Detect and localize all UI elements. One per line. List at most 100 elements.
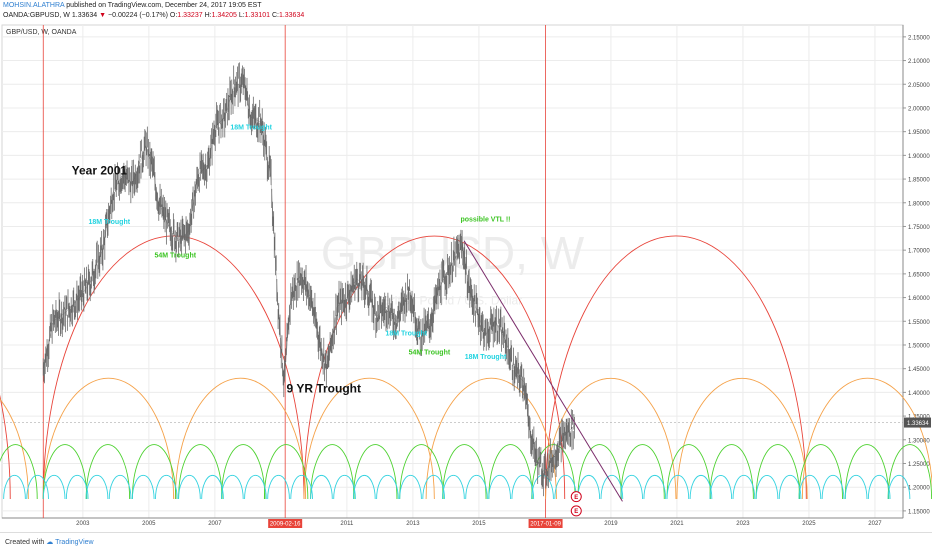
annotation-label: Year 2001 <box>72 163 128 177</box>
time-highlight-badge <box>528 519 563 528</box>
high-value: 1.34205 <box>211 12 237 19</box>
footer-bar: Created with ☁ TradingView <box>0 532 932 551</box>
cycle-arc-9m <box>26 474 49 500</box>
low-label: L: <box>238 12 245 19</box>
cycle-arc-9m <box>399 474 422 500</box>
cycle-arc-18m <box>666 444 711 500</box>
cycle-arc-9m <box>267 474 290 500</box>
event-flag-icon[interactable] <box>570 505 582 517</box>
chart-header: MOHSIN.ALATHRA published on TradingView.… <box>0 0 932 22</box>
time-highlight-badge <box>268 519 303 528</box>
cycle-arc-9m <box>353 475 376 500</box>
time-tick-label: 2019 <box>604 521 618 527</box>
price-tick-label: 2.00000 <box>908 106 930 112</box>
price-tick-label: 1.55000 <box>908 320 930 326</box>
cycle-arc-9m <box>755 475 779 500</box>
price-chart[interactable]: 2.15000 2.10000 2.05000 2.00000 1.95000 1.900… <box>0 22 932 532</box>
last-price-badge <box>904 417 931 428</box>
annotation-label: 54M Trought <box>154 252 196 259</box>
cycle-arc-9m <box>3 474 26 500</box>
last-price: 1.33634 <box>71 12 98 19</box>
high-label: H: <box>204 12 212 19</box>
cycle-arc-18m <box>353 444 398 500</box>
cycle-arc-9m <box>178 475 201 500</box>
time-tick-label: 2015 <box>472 521 486 527</box>
cycle-arc-9m <box>666 475 690 500</box>
annotation-label: 18M Trought <box>88 219 130 226</box>
cycle-arc-18m <box>178 444 223 500</box>
cycle-arc-54m <box>174 377 307 500</box>
cycle-arc-9m <box>577 475 601 500</box>
cycle-arc-18m <box>577 444 622 500</box>
cycle-arc-18m <box>844 444 890 500</box>
cycle-arc-18m <box>442 444 487 500</box>
cycle-arc-9m <box>376 475 399 500</box>
price-tick-label: 2.10000 <box>908 59 930 65</box>
price-tick-label: 1.90000 <box>908 154 930 160</box>
symbol-quote-line: OANDA:GBPUSD, W 1.33634 ▼ −0.00224 (−0.1… <box>3 12 304 19</box>
watermark-name: British Pound / U.S. Dollar <box>383 294 522 308</box>
trend-line[interactable] <box>463 240 623 502</box>
price-tick-label: 2.15000 <box>908 35 930 41</box>
tradingview-brand-link[interactable]: TradingView <box>55 539 94 546</box>
price-tick-label: 1.50000 <box>908 343 930 349</box>
cycle-arc-9m <box>244 475 267 500</box>
cycle-arc-54m <box>676 378 808 500</box>
cycle-arc-18m <box>131 444 177 500</box>
cycle-arc-9m <box>887 474 911 500</box>
time-tick-label: 2011 <box>340 521 354 527</box>
cycle-arc-54m <box>303 378 435 500</box>
tradingview-logo-icon: ☁ <box>46 539 54 546</box>
time-tick-label: 2003 <box>76 521 90 527</box>
cycle-arc-9yr <box>303 235 566 500</box>
author-link[interactable]: MOHSIN.ALATHRA <box>3 2 65 9</box>
price-change: −0.00224 (−0.17%) <box>108 12 168 19</box>
price-tick-label: 1.25000 <box>908 462 930 468</box>
event-flag-icon[interactable] <box>570 491 582 503</box>
cycle-arc-9m <box>155 475 178 500</box>
cycle-arc-9m <box>643 474 667 500</box>
cycle-arc-9m <box>310 474 333 500</box>
cycle-arc-9m <box>620 475 643 500</box>
low-value: 1.33101 <box>244 12 270 19</box>
open-label: O: <box>169 12 178 19</box>
cycle-arc-54m <box>425 377 557 500</box>
last-price-label: 1.33634 <box>907 421 929 427</box>
annotation-label: 18M Trought <box>385 330 427 337</box>
price-line <box>43 84 575 474</box>
cycle-arc-54m <box>801 378 932 500</box>
cycle-arc-18m <box>310 444 355 500</box>
close-value: 1.33634 <box>278 12 305 19</box>
cycle-arc-9m <box>221 474 244 500</box>
cycle-arc-18m <box>887 444 932 500</box>
close-label: C: <box>271 12 279 19</box>
symbol-label[interactable]: OANDA:GBPUSD, W <box>3 12 70 19</box>
event-flag-label: E <box>574 509 578 515</box>
price-tick-label: 1.85000 <box>908 178 930 184</box>
cycle-arc-18m <box>399 444 444 500</box>
time-tick-label: 2025 <box>802 521 816 527</box>
cycle-arc-9m <box>442 475 465 500</box>
cycle-arc-9m <box>709 475 733 500</box>
price-tick-label: 1.60000 <box>908 296 930 302</box>
cycle-arc-54m <box>42 377 175 500</box>
cycle-arc-18m <box>488 444 533 500</box>
cycle-arc-18m <box>0 444 38 500</box>
cycle-arc-9m <box>131 474 155 500</box>
cycle-arc-18m <box>798 444 843 500</box>
price-tick-label: 1.75000 <box>908 225 930 231</box>
cycle-arc-54m <box>0 398 29 500</box>
cycle-arc-9m <box>465 474 488 500</box>
price-tick-label: 2.05000 <box>908 83 930 89</box>
cycle-arc-9m <box>488 475 511 500</box>
price-tick-label: 1.30000 <box>908 438 930 444</box>
time-tick-label: 2027 <box>868 521 882 527</box>
annotation-label: 18M Trought <box>230 124 272 131</box>
price-tick-label: 1.80000 <box>908 201 930 207</box>
cycle-arc-9m <box>821 475 845 500</box>
cycle-arc-9m <box>42 474 66 500</box>
time-highlight-label: 2017-01-09 <box>530 522 561 528</box>
price-tick-label: 1.15000 <box>908 509 930 515</box>
price-tick-label: 1.70000 <box>908 249 930 255</box>
annotation-label: possible VTL !! <box>460 217 510 224</box>
